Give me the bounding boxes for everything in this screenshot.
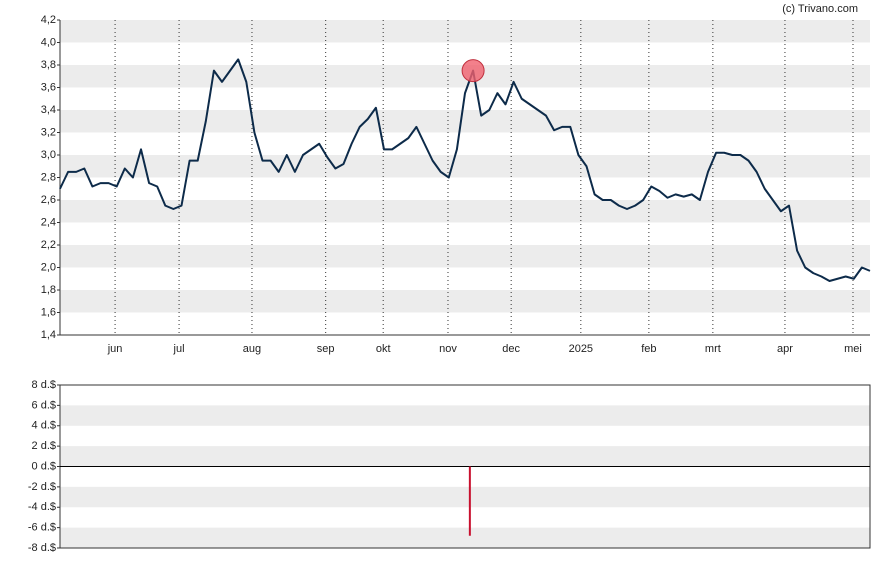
x-tick-label: aug — [243, 343, 261, 355]
grid-band — [60, 110, 870, 133]
y-tick-label: 2 d.$ — [32, 440, 56, 452]
y-tick-label: 4,2 — [41, 14, 56, 26]
x-tick-label: jul — [173, 343, 185, 355]
price-line — [59, 58, 871, 282]
grid-band — [60, 155, 870, 178]
y-tick-label: 6 d.$ — [32, 399, 56, 411]
x-tick-label: mrt — [705, 343, 721, 355]
x-tick-label: dec — [502, 343, 520, 355]
y-tick-label: 3,6 — [41, 81, 56, 93]
highlight-marker — [461, 59, 485, 83]
x-tick-label: apr — [777, 343, 793, 355]
y-tick-label: 8 d.$ — [32, 379, 56, 391]
grid-band — [60, 245, 870, 268]
y-tick-label: 4 d.$ — [32, 420, 56, 432]
y-tick-label: 4,0 — [41, 36, 56, 48]
y-tick-label: -2 d.$ — [28, 481, 56, 493]
x-tick-label: nov — [439, 343, 457, 355]
grid-band — [60, 405, 870, 426]
credit: (c) Trivano.com — [782, 3, 858, 15]
y-tick-label: -8 d.$ — [28, 542, 56, 554]
grid-band — [60, 527, 870, 548]
y-tick-label: 1,8 — [41, 284, 56, 296]
x-tick-label: jun — [107, 343, 123, 355]
y-tick-label: 2,6 — [41, 194, 56, 206]
grid-band — [60, 486, 870, 508]
grid-band — [60, 290, 870, 313]
grid-band — [60, 200, 870, 223]
x-tick-label: 2025 — [569, 343, 593, 355]
y-tick-label: 0 d.$ — [32, 460, 56, 472]
y-tick-label: -6 d.$ — [28, 522, 56, 534]
y-tick-label: 2,2 — [41, 239, 56, 251]
y-tick-label: 2,4 — [41, 216, 56, 228]
y-tick-label: 2,8 — [41, 171, 56, 183]
y-tick-label: -4 d.$ — [28, 501, 56, 513]
x-tick-label: feb — [641, 343, 656, 355]
x-tick-label: sep — [317, 343, 335, 355]
x-tick-label: mei — [844, 343, 862, 355]
x-tick-label: okt — [376, 343, 391, 355]
y-tick-label: 3,2 — [41, 126, 56, 138]
y-tick-label: 2,0 — [41, 261, 56, 273]
grid-band — [60, 446, 870, 467]
grid-band — [60, 20, 870, 43]
y-tick-label: 3,4 — [41, 104, 56, 116]
y-tick-label: 1,6 — [41, 306, 56, 318]
y-tick-label: 3,8 — [41, 59, 56, 71]
y-tick-label: 1,4 — [41, 329, 56, 341]
y-tick-label: 3,0 — [41, 149, 56, 161]
